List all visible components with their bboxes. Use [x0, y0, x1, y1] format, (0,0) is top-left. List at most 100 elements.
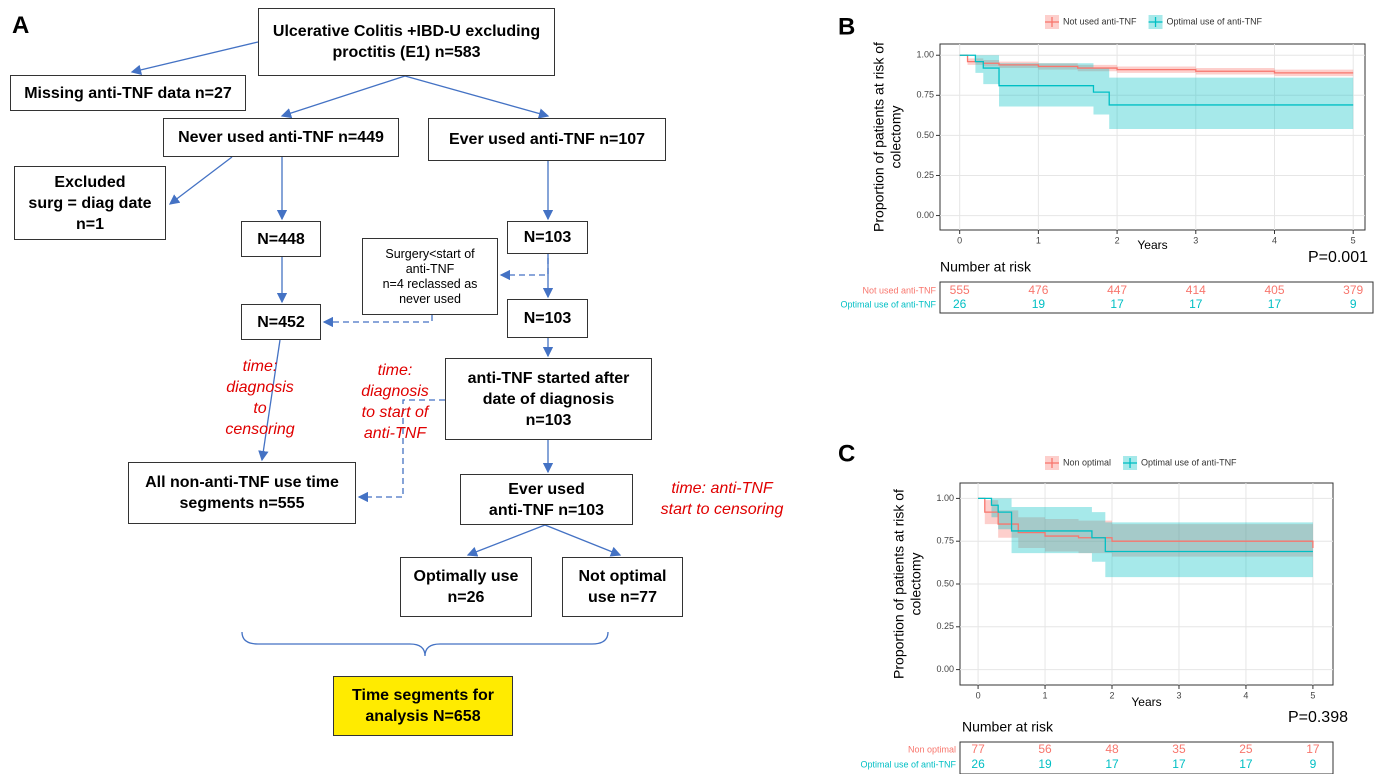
flow-node: Time segments for analysis N=658 — [333, 676, 513, 736]
legend-label: Optimal use of anti-TNF — [1141, 457, 1237, 467]
flow-node: Not optimal use n=77 — [562, 557, 683, 617]
brace — [241, 631, 609, 657]
text-line: time: anti-TNF — [671, 480, 773, 497]
risk-row-label: Optimal use of anti-TNF — [840, 299, 936, 309]
risk-row-label: Not used anti-TNF — [862, 285, 936, 295]
arrow — [466, 524, 546, 557]
text-line: Time segments for — [352, 687, 494, 704]
y-tick-label: 0.00 — [936, 664, 954, 674]
text-line: n=103 — [525, 411, 572, 429]
text-line: analysis N=658 — [365, 708, 481, 725]
text-line: surg = diag date — [28, 194, 152, 212]
flow-node: N=448 — [241, 221, 321, 257]
legend-label: Non optimal — [1063, 457, 1111, 467]
risk-value: 17 — [1306, 742, 1320, 756]
risk-value: 26 — [971, 757, 985, 771]
p-value: P=0.398 — [1288, 709, 1348, 726]
text-line: diagnosis — [361, 383, 429, 400]
text-line: use n=77 — [588, 589, 657, 606]
text-line: Missing anti-TNF data n=27 — [24, 84, 232, 102]
risk-value: 17 — [1189, 297, 1203, 311]
text-line: Never used anti-TNF n=449 — [178, 129, 384, 146]
flow-node: All non-anti-TNF use time segments n=555 — [128, 462, 356, 524]
text-line: N=452 — [257, 313, 305, 331]
text-line: All non-anti-TNF use time — [145, 474, 339, 491]
arrow — [258, 339, 281, 462]
flow-node: Never used anti-TNF n=449 — [163, 118, 399, 157]
confidence-band — [978, 498, 1313, 566]
risk-table-box — [959, 741, 1334, 774]
survival-line — [959, 54, 1354, 106]
x-tick-label: 1 — [1036, 235, 1041, 245]
panel-label: C — [838, 440, 855, 467]
y-tick-label: 0.75 — [916, 90, 934, 100]
risk-value: 56 — [1038, 742, 1052, 756]
text-line: N=103 — [523, 229, 572, 246]
dashed-arrow — [357, 399, 445, 503]
text-line: to — [253, 400, 267, 417]
text-line: anti-TNF n=103 — [488, 501, 605, 519]
x-tick-label: 2 — [1110, 690, 1115, 700]
x-tick-label: 5 — [1351, 235, 1356, 245]
risk-value: 17 — [1172, 757, 1186, 771]
risk-value: 17 — [1105, 757, 1119, 771]
risk-value: 447 — [1107, 283, 1127, 297]
risk-value: 476 — [1028, 283, 1048, 297]
text-line: N=103 — [523, 310, 572, 327]
x-tick-label: 0 — [976, 690, 981, 700]
x-axis-title: Years — [1137, 238, 1167, 252]
x-tick-label: 0 — [957, 235, 962, 245]
y-tick-label: 0.00 — [916, 210, 934, 220]
confidence-band — [959, 55, 1354, 131]
flow-node: Ulcerative Colitis +IBD-U excluding proct… — [258, 8, 555, 76]
text-line: segments n=555 — [179, 495, 305, 512]
y-axis-title: Proportion of patients at risk of — [871, 42, 887, 232]
annotation: time: diagnosis to start of anti-TNF — [350, 360, 440, 444]
x-tick-label: 4 — [1243, 690, 1248, 700]
risk-value: 25 — [1239, 742, 1253, 756]
y-axis-title: colectomy — [888, 105, 904, 168]
x-tick-label: 5 — [1310, 690, 1315, 700]
y-tick-label: 0.25 — [916, 170, 934, 180]
risk-value: 9 — [1350, 297, 1357, 311]
legend-label: Optimal use of anti-TNF — [1167, 16, 1263, 26]
text-line: anti-TNF — [405, 261, 455, 276]
x-tick-label: 3 — [1193, 235, 1198, 245]
text-line: Optimally use — [413, 568, 519, 585]
risk-table-title: Number at risk — [940, 259, 1032, 275]
x-tick-label: 1 — [1043, 690, 1048, 700]
risk-table-title: Number at risk — [962, 719, 1054, 735]
risk-value: 19 — [1038, 757, 1052, 771]
flow-node: Excluded surg = diag date n=1 — [14, 166, 166, 240]
y-tick-label: 1.00 — [916, 50, 934, 60]
arrow — [544, 524, 622, 557]
annotation: time: anti-TNF start to censoring — [652, 478, 792, 520]
arrow — [168, 156, 233, 205]
annotation: time: diagnosis to censoring — [215, 356, 305, 440]
risk-value: 35 — [1172, 742, 1186, 756]
risk-table-box — [939, 281, 1374, 314]
risk-value: 17 — [1268, 297, 1282, 311]
text-line: time: — [242, 358, 278, 375]
dashed-arrow — [322, 315, 433, 328]
text-line: censoring — [225, 421, 295, 438]
text-line: Not optimal — [578, 568, 667, 585]
confidence-band — [959, 55, 1354, 78]
text-line: date of diagnosis — [482, 390, 615, 408]
p-value: P=0.001 — [1308, 249, 1368, 266]
text-line: n=1 — [75, 215, 104, 233]
panel-label: B — [838, 13, 855, 40]
y-tick-label: 0.50 — [936, 578, 954, 588]
y-tick-label: 0.75 — [936, 536, 954, 546]
arrow — [130, 41, 259, 75]
risk-value: 555 — [950, 283, 970, 297]
flow-node: Surgery<start of anti-TNF n=4 reclassed as… — [362, 238, 498, 315]
flow-node: N=103 — [507, 299, 588, 338]
plot-area — [939, 43, 1366, 231]
y-tick-label: 1.00 — [936, 493, 954, 503]
risk-value: 48 — [1105, 742, 1119, 756]
text-line: Excluded — [54, 173, 126, 191]
text-line: anti-TNF started after — [467, 369, 630, 387]
